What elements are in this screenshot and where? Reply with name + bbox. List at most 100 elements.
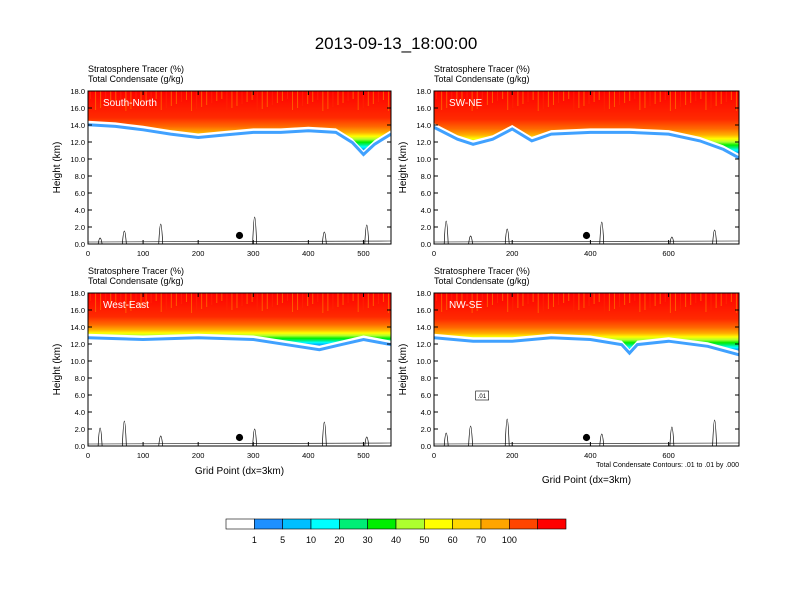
plot-frame (87, 292, 392, 447)
variable-label-condensate: Total Condensate (g/kg) (88, 276, 184, 286)
plot-frame (433, 292, 740, 447)
variable-label-tracer: Stratosphere Tracer (%) (434, 266, 530, 276)
y-tick-label: 8.0 (421, 374, 431, 383)
surface-condensate-contour (434, 442, 739, 445)
y-tick-label: 18.0 (70, 289, 85, 298)
colorbar-swatch (367, 518, 397, 530)
y-tick-label: 4.0 (75, 408, 85, 417)
colorbar-swatch (537, 518, 567, 530)
panel-south-north: Stratosphere Tracer (%)Total Condensate … (52, 64, 392, 258)
plot-contents (434, 91, 739, 244)
y-tick-label: 12.0 (416, 340, 431, 349)
surface-condensate-contour (434, 240, 739, 243)
panels: Stratosphere Tracer (%)Total Condensate … (52, 64, 740, 486)
condensate-contour (443, 432, 449, 446)
y-tick-label: 8.0 (421, 172, 431, 181)
y-tick-label: 6.0 (75, 391, 85, 400)
colorbar-level-label: 40 (391, 535, 401, 545)
y-tick-label: 4.0 (421, 206, 431, 215)
y-tick-label: 18.0 (416, 289, 431, 298)
condensate-contour (712, 229, 717, 244)
variable-label-tracer: Stratosphere Tracer (%) (434, 64, 530, 74)
y-tick-label: 0.0 (75, 240, 85, 249)
x-axis-label: Grid Point (dx=3km) (195, 466, 284, 477)
x-tick-label: 100 (137, 451, 150, 460)
x-tick-label: 600 (662, 249, 675, 258)
x-tick-label: 0 (432, 451, 436, 460)
y-tick-label: 2.0 (75, 223, 85, 232)
condensate-contour (504, 418, 510, 446)
condensate-contour (97, 427, 103, 446)
colorbar-swatch (424, 518, 453, 530)
contour-note: Total Condensate Contours: .01 to .01 by… (596, 462, 739, 469)
x-tick-label: 400 (302, 249, 315, 258)
colorbar-level-label: 70 (476, 535, 486, 545)
contour-label: .01 (478, 394, 487, 400)
colorbar-level-label: 30 (363, 535, 373, 545)
condensate-contour (669, 236, 675, 244)
contour-label-box (475, 390, 490, 401)
colorbar-level-label: 100 (502, 535, 517, 545)
condensate-contour (669, 426, 675, 446)
y-tick-label: 14.0 (70, 121, 85, 130)
condensate-contour (252, 216, 257, 244)
x-tick-label: 600 (662, 451, 675, 460)
y-axis-label: Height (km) (52, 142, 63, 194)
y-tick-label: 4.0 (421, 408, 431, 417)
x-tick-label: 0 (86, 249, 90, 258)
panel-west-east: Stratosphere Tracer (%)Total Condensate … (52, 266, 392, 477)
variable-label-tracer: Stratosphere Tracer (%) (88, 64, 184, 74)
condensate-contour (252, 428, 257, 446)
condensate-contour (443, 220, 449, 244)
y-tick-label: 12.0 (70, 138, 85, 147)
plot-contents (88, 91, 391, 244)
colorbar-level-label: 5 (280, 535, 285, 545)
tracer-fringe (88, 336, 391, 352)
x-tick-label: 200 (506, 451, 519, 460)
colorbar-swatch (339, 518, 368, 530)
y-tick-label: 18.0 (70, 87, 85, 96)
y-tick-label: 16.0 (416, 306, 431, 315)
condensate-contour (122, 420, 127, 446)
y-tick-label: 6.0 (421, 189, 431, 198)
stratosphere-tracer-field (434, 293, 739, 351)
condensate-contour (504, 228, 510, 244)
colorbar-level-label: 10 (306, 535, 316, 545)
panel-nw-se: Stratosphere Tracer (%)Total Condensate … (398, 266, 740, 486)
y-tick-label: 12.0 (70, 340, 85, 349)
x-tick-label: 400 (302, 451, 315, 460)
tracer-fringe (434, 125, 739, 160)
colorbar-swatch (395, 518, 425, 530)
y-tick-label: 6.0 (421, 391, 431, 400)
y-tick-label: 10.0 (70, 357, 85, 366)
colorbar-level-label: 1 (252, 535, 257, 545)
figure-title: 2013-09-13_18:00:00 (315, 34, 478, 53)
y-tick-label: 14.0 (416, 121, 431, 130)
condensate-contour (364, 224, 370, 244)
condensate-contour (599, 433, 605, 446)
y-tick-label: 10.0 (416, 155, 431, 164)
stratosphere-tracer-field (434, 91, 739, 154)
y-tick-label: 16.0 (70, 306, 85, 315)
y-tick-label: 16.0 (416, 104, 431, 113)
plot-frame (433, 90, 740, 245)
colorbar-swatch (225, 518, 255, 530)
colorbar-swatch (254, 518, 283, 530)
y-tick-label: 10.0 (70, 155, 85, 164)
y-tick-label: 2.0 (75, 425, 85, 434)
y-axis-label: Height (km) (398, 142, 409, 194)
x-axis-label: Grid Point (dx=3km) (542, 475, 631, 486)
y-tick-label: 14.0 (70, 323, 85, 332)
stratosphere-tracer-field (88, 293, 391, 346)
surface-condensate-contour (88, 240, 391, 243)
condensate-contour (599, 221, 605, 244)
variable-label-condensate: Total Condensate (g/kg) (434, 74, 530, 84)
colorbar-swatch (310, 518, 340, 530)
variable-label-condensate: Total Condensate (g/kg) (88, 74, 184, 84)
x-tick-label: 400 (584, 451, 597, 460)
x-tick-label: 200 (192, 451, 205, 460)
x-tick-label: 0 (86, 451, 90, 460)
variable-label-condensate: Total Condensate (g/kg) (434, 276, 530, 286)
condensate-contour (321, 231, 327, 244)
